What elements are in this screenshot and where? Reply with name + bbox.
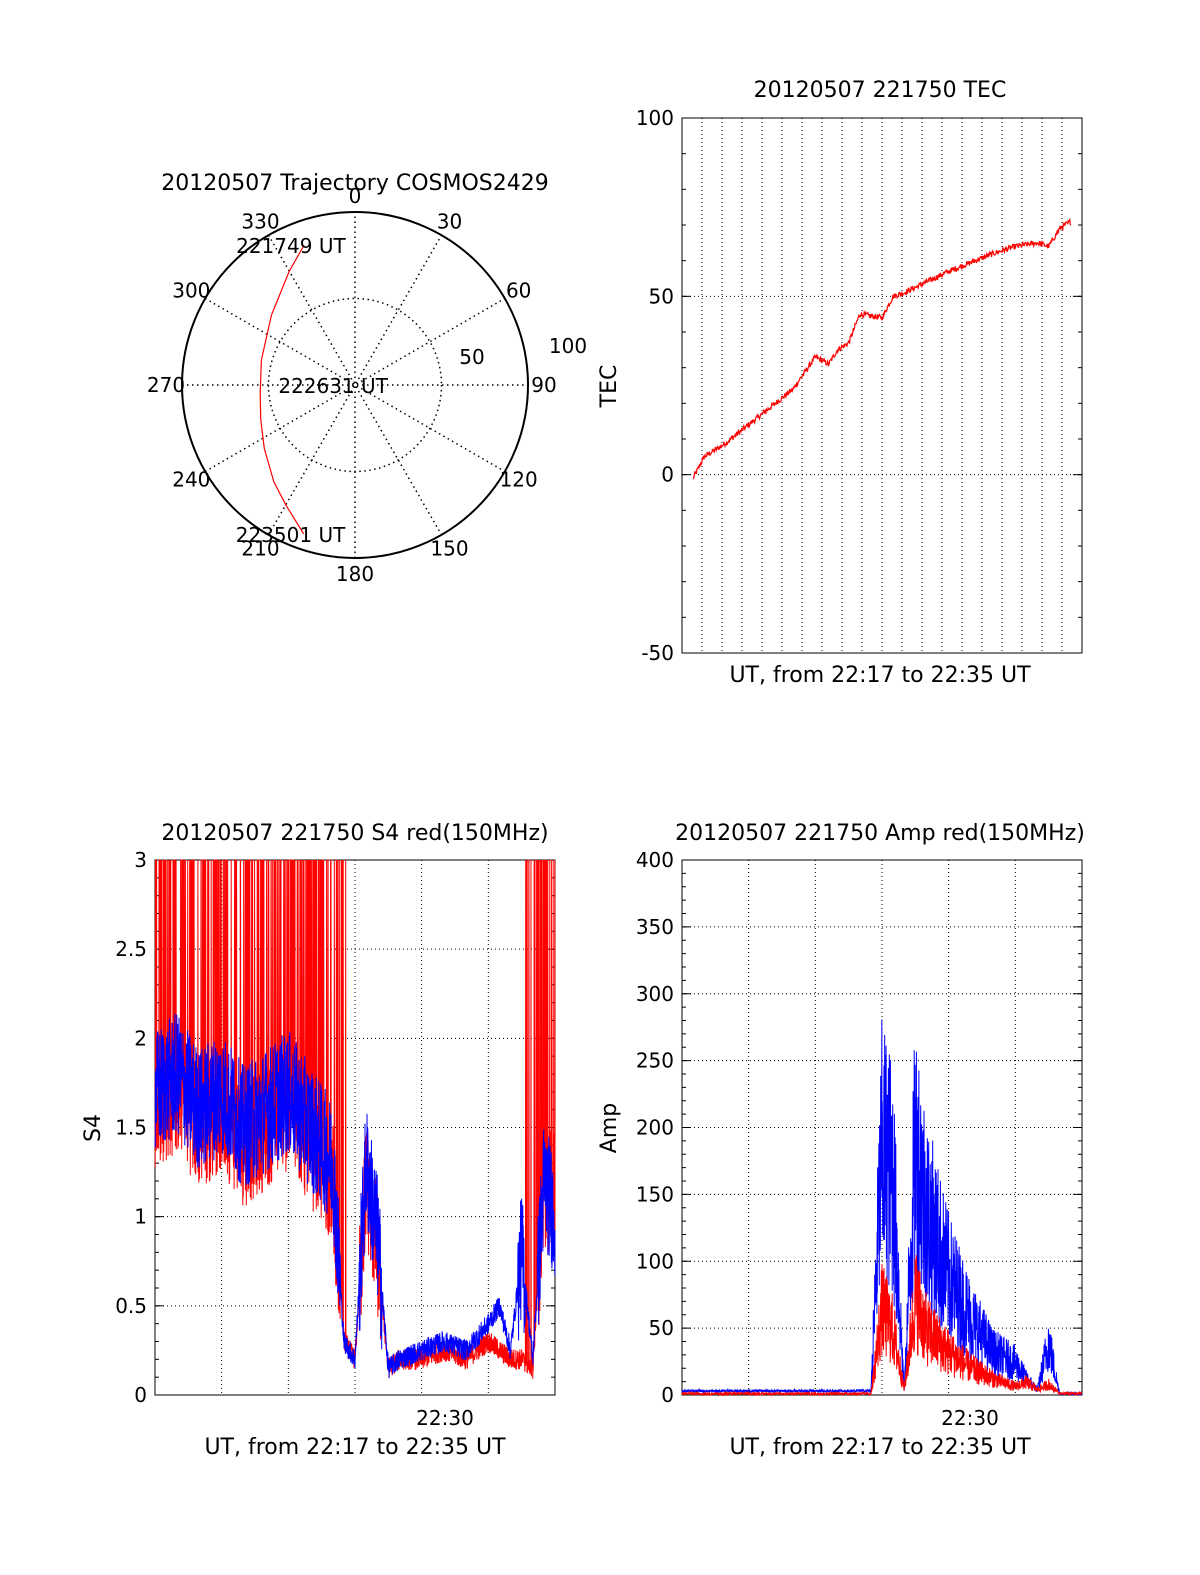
s4-title: 20120507 221750 S4 red(150MHz) xyxy=(161,821,548,846)
tec-series-line xyxy=(692,217,1072,480)
polar-annotation: 221749 UT xyxy=(236,234,346,258)
s4-ylabel: S4 xyxy=(81,1114,106,1142)
polar-radius-label-50: 50 xyxy=(459,345,484,369)
polar-grid xyxy=(181,211,529,559)
y-tick-label: 200 xyxy=(636,1116,674,1140)
y-tick-label: 0 xyxy=(134,1383,147,1407)
y-tick-label: 2.5 xyxy=(115,937,147,961)
y-tick-label: 150 xyxy=(636,1182,674,1206)
polar-angle-label: 0 xyxy=(349,184,362,208)
amp-blue-series-line xyxy=(681,1019,1083,1397)
polar-angle-label: 150 xyxy=(430,537,468,561)
y-tick-label: 0.5 xyxy=(115,1294,147,1318)
s4-xlabel: UT, from 22:17 to 22:35 UT xyxy=(204,1435,506,1460)
amp-y-ticks: 400 350 300 250 200 150 100 50 0 xyxy=(636,848,1082,1407)
tec-panel: 20120507 221750 TEC 100 50 0 -50 TEC UT, fr… xyxy=(597,78,1083,688)
amp-xtick-2230: 22:30 xyxy=(941,1406,999,1430)
y-tick-label: -50 xyxy=(641,641,674,665)
trajectory-line xyxy=(259,244,305,535)
tec-grid xyxy=(682,118,1082,653)
tec-y-ticks: 100 50 0 -50 xyxy=(636,106,1082,665)
y-tick-label: 350 xyxy=(636,915,674,939)
polar-angle-label: 300 xyxy=(172,279,210,303)
tec-xlabel: UT, from 22:17 to 22:35 UT xyxy=(729,663,1031,688)
y-tick-label: 50 xyxy=(649,284,674,308)
polar-annotation: 222631 UT xyxy=(278,374,388,398)
polar-title: 20120507 Trajectory COSMOS2429 xyxy=(161,171,548,196)
y-tick-label: 1 xyxy=(134,1205,147,1229)
tec-frame xyxy=(681,117,1083,654)
amp-title: 20120507 221750 Amp red(150MHz) xyxy=(675,821,1085,846)
polar-annotation: 223501 UT xyxy=(236,523,346,547)
polar-radius-label-100: 100 xyxy=(549,334,587,358)
polar-angle-label: 90 xyxy=(531,373,556,397)
tec-title: 20120507 221750 TEC xyxy=(754,78,1007,103)
polar-panel: 20120507 Trajectory COSMOS2429 0 30 60 90 12… xyxy=(147,171,587,586)
polar-annotations: 221749 UT 222631 UT 223501 UT xyxy=(236,234,389,547)
polar-angle-labels: 0 30 60 90 120 150 180 210 240 270 300 330 xyxy=(147,184,557,586)
y-tick-label: 300 xyxy=(636,982,674,1006)
y-tick-label: 1.5 xyxy=(115,1116,147,1140)
s4-blue-series-line xyxy=(154,1013,556,1379)
s4-xtick-2230: 22:30 xyxy=(416,1406,474,1430)
polar-angle-label: 180 xyxy=(336,562,374,586)
y-tick-label: 250 xyxy=(636,1049,674,1073)
polar-angle-label: 210 xyxy=(241,537,279,561)
y-tick-label: 3 xyxy=(134,848,147,872)
s4-panel: 20120507 221750 S4 red(150MHz) 3 2.5 2 1.5 1… xyxy=(81,821,556,1460)
amp-xlabel: UT, from 22:17 to 22:35 UT xyxy=(729,1435,1031,1460)
y-tick-label: 2 xyxy=(134,1026,147,1050)
polar-angle-label: 120 xyxy=(500,468,538,492)
y-tick-label: 50 xyxy=(649,1316,674,1340)
amp-red-series-line xyxy=(681,1254,1083,1397)
y-tick-label: 100 xyxy=(636,106,674,130)
polar-angle-label: 270 xyxy=(147,373,185,397)
polar-angle-label: 30 xyxy=(437,209,462,233)
amp-ylabel: Amp xyxy=(597,1103,622,1153)
y-tick-label: 0 xyxy=(661,1383,674,1407)
s4-grid xyxy=(155,860,555,1395)
tec-ylabel: TEC xyxy=(597,365,622,409)
y-tick-label: 0 xyxy=(661,463,674,487)
polar-angle-label: 60 xyxy=(506,279,531,303)
y-tick-label: 100 xyxy=(636,1249,674,1273)
polar-angle-label: 330 xyxy=(241,209,279,233)
amp-panel: 20120507 221750 Amp red(150MHz) 400 350 30… xyxy=(597,821,1085,1460)
y-tick-label: 400 xyxy=(636,848,674,872)
polar-angle-label: 240 xyxy=(172,468,210,492)
